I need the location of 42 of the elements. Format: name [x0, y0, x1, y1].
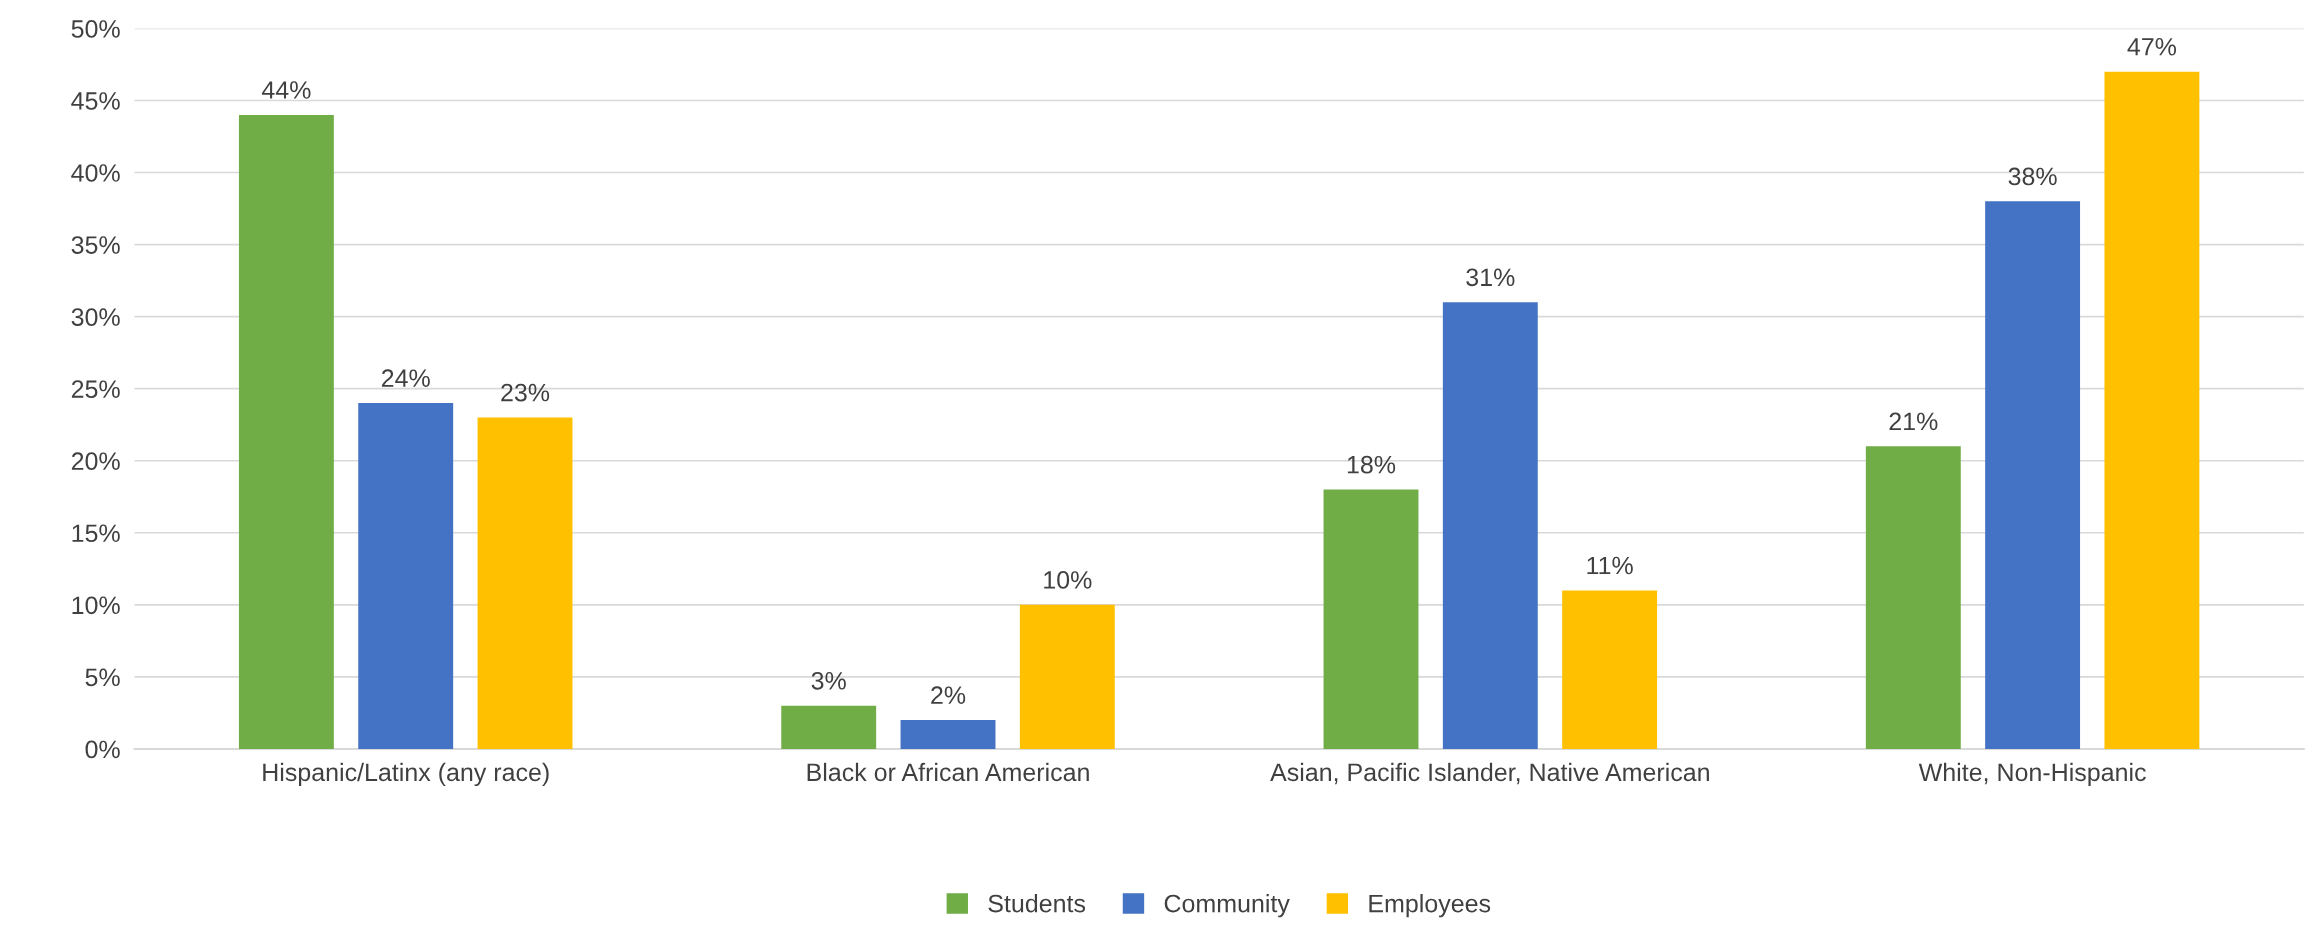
bar — [1442, 302, 1538, 749]
data-label: 3% — [811, 671, 846, 690]
bar — [1985, 201, 2081, 749]
x-tick-label: Hispanic/Latinx (any race) — [263, 762, 549, 787]
bar — [477, 417, 573, 749]
data-label: 24% — [381, 369, 430, 387]
y-tick-label: 30% — [71, 308, 120, 326]
y-tick-label: 10% — [72, 596, 120, 615]
data-label: 18% — [1347, 455, 1396, 474]
y-tick-label: 0% — [85, 740, 120, 759]
data-label: 47% — [2127, 38, 2177, 56]
y-tick-label: 40% — [71, 164, 120, 182]
y-tick-label: 45% — [71, 92, 120, 110]
bar — [1865, 446, 1961, 749]
data-label: 44% — [261, 81, 311, 99]
data-label: 10% — [1044, 571, 1092, 589]
bar — [238, 114, 334, 749]
legend-label: Employees — [1369, 894, 1491, 918]
legend-label: Community — [1164, 894, 1290, 918]
y-tick-label: 20% — [71, 452, 120, 471]
y-tick-label: 35% — [71, 236, 120, 254]
data-label: 2% — [931, 686, 966, 704]
data-label: 31% — [1466, 268, 1515, 287]
data-label: 21% — [1889, 412, 1938, 431]
bar — [900, 720, 996, 749]
y-tick-label: 50% — [71, 20, 120, 38]
data-label: 11% — [1587, 556, 1633, 575]
y-tick-label: 15% — [72, 524, 120, 543]
bar — [781, 705, 877, 749]
bar — [358, 403, 454, 749]
bar — [1562, 590, 1658, 749]
data-label: 38% — [2008, 167, 2057, 186]
bar — [1323, 489, 1419, 749]
x-tick-label: Asian, Pacific Islander, Native American — [1270, 762, 1709, 785]
x-tick-label: Black or African American — [807, 762, 1089, 782]
legend-label: Students — [988, 894, 1086, 913]
x-tick-label: White, Non-Hispanic — [1918, 762, 2146, 787]
bar — [1019, 604, 1115, 749]
y-tick-label: 25% — [71, 380, 120, 398]
data-label: 23% — [501, 383, 550, 402]
y-tick-label: 5% — [85, 668, 120, 687]
bar — [2104, 71, 2200, 749]
